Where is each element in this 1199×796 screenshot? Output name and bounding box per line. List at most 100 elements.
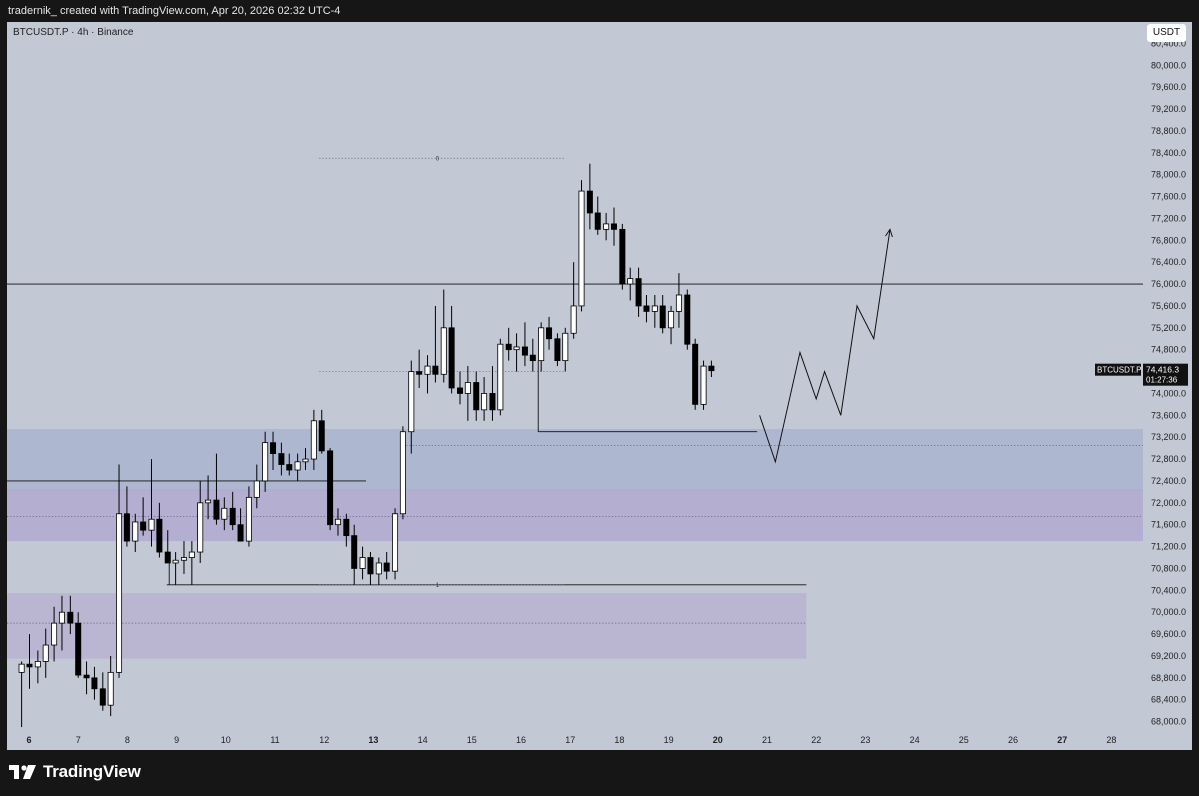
- candle-body-66: [554, 338, 561, 362]
- candle-body-50: [424, 365, 431, 375]
- price-axis[interactable]: 80,400.0 80,000.0 79,600.0 79,200.0 78,800.0…: [1143, 22, 1192, 750]
- candle-body-60: [505, 343, 512, 351]
- price-tick-18: 73,200.0: [1151, 432, 1186, 442]
- candle-body-64: [538, 327, 545, 362]
- candle-body-23: [205, 499, 212, 504]
- price-tag-countdown: 01:27:36: [1146, 376, 1178, 385]
- candle-body-42: [359, 557, 366, 569]
- candle-body-37: [318, 420, 325, 452]
- price-tag-symbol-bg: [1095, 363, 1141, 376]
- price-tick-14: 74,800.0: [1151, 345, 1186, 355]
- price-tick-0: 80,400.0: [1151, 38, 1186, 48]
- candle-body-25: [221, 507, 228, 520]
- candle-body-39: [334, 518, 341, 526]
- projection-layer: [759, 228, 893, 464]
- candle-body-4: [51, 622, 58, 646]
- time-axis[interactable]: 6 7 8 9 10 11 12 13 14 15 16 17 18 19 20 21 22 23 24 25 26 27…: [7, 734, 1192, 750]
- price-tick-7: 77,600.0: [1151, 192, 1186, 202]
- chart-pane[interactable]: 80,400.0 80,000.0 79,600.0 79,200.0 78,800.0…: [7, 22, 1192, 750]
- candle-body-77: [643, 305, 650, 312]
- candle-body-75: [627, 278, 634, 285]
- price-tick-25: 70,400.0: [1151, 585, 1186, 595]
- price-tick-3: 79,200.0: [1151, 104, 1186, 114]
- candle-body-18: [164, 551, 171, 564]
- candle-body-9: [91, 677, 98, 690]
- candle-body-85: [708, 365, 715, 372]
- candle-body-68: [570, 305, 577, 334]
- candle-body-81: [675, 294, 682, 312]
- candle-body-7: [75, 622, 82, 676]
- candle-body-67: [562, 332, 569, 362]
- candle-body-10: [99, 688, 106, 706]
- projection-arrowhead: [885, 228, 893, 238]
- candle-body-63: [529, 354, 536, 362]
- price-tick-31: 68,000.0: [1151, 717, 1186, 727]
- time-tick-17: 23: [860, 735, 870, 745]
- candle-body-16: [148, 518, 155, 531]
- candles-layer: [18, 163, 715, 728]
- candle-body-70: [586, 190, 593, 214]
- candle-body-2: [34, 661, 41, 668]
- candle-body-41: [351, 535, 358, 569]
- candle-body-31: [270, 442, 277, 454]
- candle-body-6: [67, 611, 74, 624]
- demand-zone-lower: [7, 593, 807, 659]
- time-tick-13: 19: [664, 735, 674, 745]
- candle-body-15: [140, 521, 147, 531]
- time-tick-15: 21: [762, 735, 772, 745]
- candle-body-1: [26, 663, 33, 668]
- snapshot-header: tradernik_ created with TradingView.com,…: [0, 0, 1199, 22]
- price-tick-12: 75,600.0: [1151, 301, 1186, 311]
- candle-body-74: [619, 228, 626, 285]
- candle-body-0: [18, 663, 25, 673]
- time-tick-1: 7: [76, 735, 81, 745]
- tradingview-logo: TradingView: [9, 762, 141, 782]
- fib-labels: 0 1: [436, 156, 440, 589]
- candle-body-84: [700, 365, 707, 405]
- price-tick-8: 77,200.0: [1151, 213, 1186, 223]
- candle-body-43: [367, 557, 374, 575]
- price-tick-28: 69,200.0: [1151, 651, 1186, 661]
- price-chart[interactable]: 80,400.0 80,000.0 79,600.0 79,200.0 78,800.0…: [7, 22, 1192, 750]
- candle-body-52: [440, 327, 447, 375]
- candle-body-79: [659, 305, 666, 329]
- price-tick-27: 69,600.0: [1151, 629, 1186, 639]
- price-tick-6: 78,000.0: [1151, 170, 1186, 180]
- currency-button[interactable]: USDT: [1147, 24, 1186, 42]
- time-tick-16: 22: [811, 735, 821, 745]
- candle-body-34: [294, 461, 301, 471]
- candle-body-36: [310, 420, 317, 460]
- time-tick-2: 8: [125, 735, 130, 745]
- candle-body-54: [456, 387, 463, 394]
- symbol-title: BTCUSDT.P · 4h · Binance: [13, 27, 134, 38]
- time-tick-19: 25: [959, 735, 969, 745]
- price-tag-symbol: BTCUSDT.P: [1097, 366, 1141, 375]
- candle-body-29: [253, 480, 260, 498]
- time-axis-bg: [7, 734, 1192, 750]
- candle-body-40: [343, 518, 350, 537]
- price-tick-24: 70,800.0: [1151, 563, 1186, 573]
- candle-body-22: [197, 502, 204, 553]
- candle-body-8: [83, 674, 90, 679]
- price-tick-23: 71,200.0: [1151, 542, 1186, 552]
- price-tick-16: 74,000.0: [1151, 388, 1186, 398]
- tradingview-logo-icon: [9, 765, 36, 779]
- price-tag-value-bg: [1143, 363, 1188, 386]
- candle-body-33: [286, 464, 293, 471]
- candle-body-57: [481, 393, 488, 411]
- candle-body-48: [408, 371, 415, 433]
- price-tick-29: 68,800.0: [1151, 673, 1186, 683]
- candle-body-80: [668, 310, 675, 329]
- candle-body-5: [58, 611, 65, 624]
- price-tick-17: 73,600.0: [1151, 410, 1186, 420]
- time-tick-3: 9: [174, 735, 179, 745]
- zones-layer: [7, 428, 1143, 659]
- candle-body-47: [399, 431, 406, 515]
- candle-body-73: [610, 223, 617, 230]
- candle-body-78: [651, 305, 658, 312]
- time-tick-18: 24: [910, 735, 920, 745]
- candle-body-51: [432, 365, 439, 375]
- supply-zone: [7, 428, 1143, 492]
- projection-line: [759, 229, 891, 464]
- demand-zone-upper: [7, 489, 1143, 542]
